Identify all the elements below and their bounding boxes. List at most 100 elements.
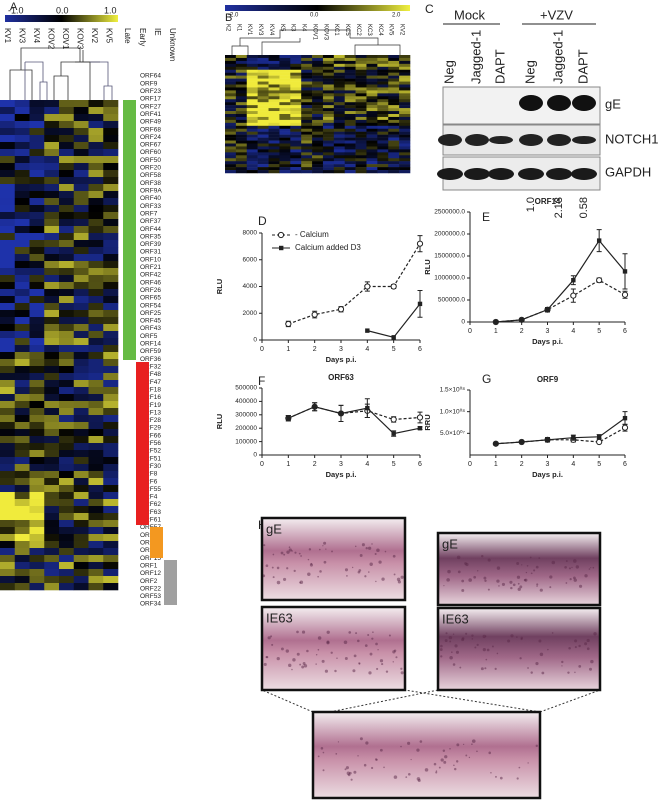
cell-texture <box>272 553 275 556</box>
cell-texture <box>499 776 503 780</box>
heatmap-cell <box>225 93 237 97</box>
heatmap-cell <box>388 146 400 150</box>
cell-texture <box>565 582 568 584</box>
heatmap-cell <box>268 55 280 59</box>
heatmap-cell <box>0 128 16 136</box>
heatmap-cell <box>0 576 16 584</box>
heatmap-cell <box>225 164 237 168</box>
cell-texture <box>482 647 486 652</box>
lane-label: Neg <box>441 60 456 84</box>
heatmap-cell <box>257 84 269 88</box>
cell-texture <box>439 648 443 651</box>
heatmap-cell <box>246 69 258 73</box>
dendrogram <box>24 61 113 100</box>
heatmap-cell <box>225 75 237 79</box>
heatmap-cell <box>279 114 291 118</box>
cell-texture <box>395 656 398 659</box>
heatmap-cell <box>59 198 75 206</box>
heatmap-cell <box>14 555 30 563</box>
heatmap-cell <box>44 387 60 395</box>
heatmap-cell <box>88 149 104 157</box>
heatmap-cell <box>377 99 389 103</box>
heatmap-cell <box>88 471 104 479</box>
heatmap-cell <box>344 140 356 144</box>
heatmap-cell <box>246 105 258 109</box>
heatmap-cell <box>399 87 411 91</box>
row-label: ORF41 <box>140 111 161 118</box>
data-point <box>417 426 423 431</box>
heatmap-cell <box>312 152 324 156</box>
band <box>572 95 596 111</box>
heatmap-cell <box>0 233 16 241</box>
heatmap-cell <box>355 125 367 129</box>
heatmap-cell <box>29 135 45 143</box>
heatmap-cell <box>88 163 104 171</box>
column-label: K5 <box>279 24 285 32</box>
heatmap-cell <box>14 121 30 129</box>
heatmap-cell <box>246 170 258 174</box>
heatmap-cell <box>344 105 356 109</box>
heatmap-cell <box>388 164 400 168</box>
heatmap-cell <box>279 84 291 88</box>
heatmap-cell <box>103 296 119 304</box>
heatmap-cell <box>399 128 411 132</box>
y-tick-label: 2000 <box>243 310 258 317</box>
heatmap-cell <box>399 66 411 70</box>
cell-texture <box>308 548 312 551</box>
heatmap-cell <box>246 116 258 121</box>
cell-texture <box>481 554 484 558</box>
heatmap-cell <box>14 443 30 451</box>
heatmap-cell <box>312 87 324 91</box>
dendrogram <box>60 61 91 100</box>
heatmap-cell <box>355 134 367 138</box>
heatmap-cell <box>225 161 237 165</box>
data-point <box>519 439 524 445</box>
panel-letter: E <box>482 210 490 224</box>
heatmap-cell <box>59 527 75 535</box>
heatmap-cell <box>377 72 389 76</box>
heatmap-cell <box>355 152 367 156</box>
heatmap-cell <box>322 69 335 73</box>
heatmap-cell <box>399 72 411 76</box>
heatmap-cell <box>333 119 346 124</box>
heatmap-cell <box>388 93 400 97</box>
heatmap-cell <box>14 506 30 514</box>
row-label: ORF23 <box>140 88 161 95</box>
heatmap-cell <box>73 212 89 220</box>
heatmap-cell <box>44 527 60 535</box>
heatmap-cell <box>44 226 60 234</box>
cell-texture <box>530 572 533 575</box>
cell-texture <box>383 766 385 769</box>
cell-texture <box>371 766 374 770</box>
heatmap-cell <box>44 380 60 388</box>
cell-texture <box>464 562 467 565</box>
heatmap-cell <box>301 164 313 168</box>
heatmap-cell <box>355 72 367 76</box>
heatmap-cell <box>377 57 389 62</box>
heatmap-cell <box>14 464 30 472</box>
heatmap-cell <box>103 359 119 367</box>
heatmap-cell <box>225 158 237 162</box>
heatmap-cell <box>29 436 45 444</box>
cell-texture <box>321 659 325 663</box>
heatmap-cell <box>14 310 30 318</box>
heatmap-cell <box>88 331 104 339</box>
row-label: ORF39 <box>140 241 161 248</box>
cell-texture <box>512 583 516 587</box>
heatmap-cell <box>290 63 302 68</box>
heatmap-cell <box>235 146 248 150</box>
heatmap-cell <box>268 167 280 171</box>
heatmap-cell <box>59 177 75 185</box>
heatmap-cell <box>0 394 16 402</box>
series-line <box>288 243 421 325</box>
heatmap-cell <box>14 198 30 206</box>
cell-texture <box>590 567 592 569</box>
heatmap-cell <box>44 240 60 248</box>
heatmap-cell <box>14 345 30 353</box>
heatmap-cell <box>0 436 16 444</box>
cell-texture <box>551 632 554 634</box>
column-label: KV3 <box>257 24 263 36</box>
heatmap-cell <box>312 102 324 106</box>
heatmap-cell <box>59 142 75 150</box>
heatmap-cell <box>257 93 269 97</box>
